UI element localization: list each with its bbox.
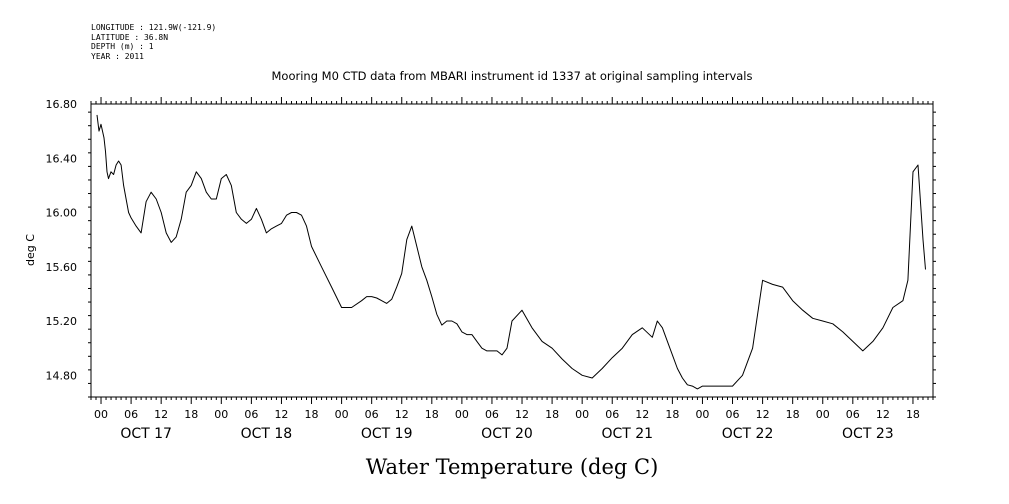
x-hour-label: 00 bbox=[335, 408, 349, 421]
x-hour-label: 00 bbox=[94, 408, 108, 421]
y-tick-label: 16.00 bbox=[46, 207, 78, 220]
x-hour-label: 12 bbox=[756, 408, 770, 421]
depth-line: DEPTH (m) : 1 bbox=[91, 42, 154, 51]
x-hour-label: 06 bbox=[365, 408, 379, 421]
x-hour-label: 12 bbox=[274, 408, 288, 421]
x-hour-label: 12 bbox=[876, 408, 890, 421]
x-hour-label: 18 bbox=[425, 408, 439, 421]
x-day-label: OCT 21 bbox=[601, 426, 653, 442]
metadata-header: LONGITUDE : 121.9W(-121.9) LATITUDE : 36… bbox=[91, 23, 216, 61]
x-hour-label: 00 bbox=[575, 408, 589, 421]
x-day-label: OCT 22 bbox=[722, 426, 774, 442]
x-hour-label: 00 bbox=[816, 408, 830, 421]
year-line: YEAR : 2011 bbox=[91, 51, 144, 61]
y-tick-label: 16.80 bbox=[46, 98, 78, 111]
x-day-label: OCT 23 bbox=[842, 426, 894, 442]
x-hour-label: 00 bbox=[214, 408, 228, 421]
x-axis: 00 06 12 18 OCT 17 00 06 12 18 OCT 18 00 06 12 18 OCT … bbox=[90, 97, 934, 442]
x-hour-label: 12 bbox=[395, 408, 409, 421]
x-hour-label: 00 bbox=[695, 408, 709, 421]
x-day-label: OCT 19 bbox=[361, 426, 413, 442]
y-tick-label: 15.20 bbox=[46, 315, 78, 328]
x-hour-label: 06 bbox=[124, 408, 138, 421]
x-day-label: OCT 20 bbox=[481, 426, 533, 442]
x-hour-label: 00 bbox=[455, 408, 469, 421]
plot-frame bbox=[90, 103, 934, 398]
x-day-label: OCT 17 bbox=[120, 426, 172, 442]
x-hour-label: 06 bbox=[244, 408, 258, 421]
x-hour-label: 12 bbox=[515, 408, 529, 421]
latitude-line: LATITUDE : 36.8N bbox=[91, 32, 169, 42]
x-hour-label: 18 bbox=[545, 408, 559, 421]
series-line bbox=[96, 114, 926, 390]
x-hour-label: 06 bbox=[485, 408, 499, 421]
chart-title: Mooring M0 CTD data from MBARI instrumen… bbox=[272, 69, 753, 83]
longitude-line: LONGITUDE : 121.9W(-121.9) bbox=[91, 23, 217, 32]
x-hour-label: 06 bbox=[726, 408, 740, 421]
x-hour-label: 12 bbox=[635, 408, 649, 421]
y-axis: 16.80 16.40 16.00 15.60 15.20 14.80 bbox=[46, 98, 936, 398]
x-hour-label: 06 bbox=[846, 408, 860, 421]
x-hour-label: 06 bbox=[605, 408, 619, 421]
series-group bbox=[96, 114, 926, 390]
x-hour-label: 18 bbox=[305, 408, 319, 421]
y-tick-label: 15.60 bbox=[46, 261, 78, 274]
x-hour-label: 18 bbox=[665, 408, 679, 421]
x-hour-label: 18 bbox=[906, 408, 920, 421]
y-axis-label: deg C bbox=[24, 234, 37, 266]
x-hour-label: 18 bbox=[786, 408, 800, 421]
y-tick-label: 16.40 bbox=[46, 152, 78, 165]
x-hour-label: 18 bbox=[184, 408, 198, 421]
x-day-label: OCT 18 bbox=[241, 426, 293, 442]
x-axis-label: Water Temperature (deg C) bbox=[366, 455, 659, 479]
x-hour-label: 12 bbox=[154, 408, 168, 421]
y-tick-label: 14.80 bbox=[46, 369, 78, 382]
